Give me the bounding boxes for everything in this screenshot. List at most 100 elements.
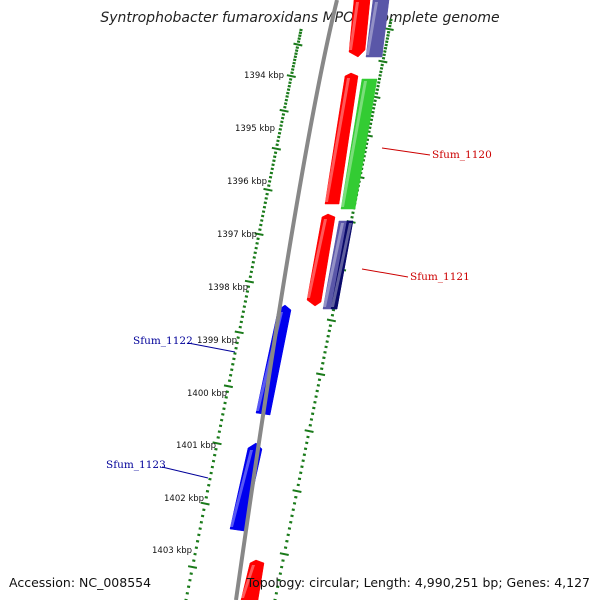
outer-track-minor-tick xyxy=(269,171,274,175)
inner-track-minor-tick xyxy=(323,351,327,354)
outer-track-minor-tick xyxy=(194,546,199,550)
outer-track-major-tick xyxy=(234,330,244,335)
outer-track-minor-tick xyxy=(227,379,232,383)
outer-track-minor-tick xyxy=(288,78,293,81)
outer-track-minor-tick xyxy=(297,37,301,41)
inner-track-minor-tick xyxy=(289,520,293,524)
gene-red-bottom-arrow[interactable] xyxy=(240,559,265,600)
gene-label-sfum-1120[interactable]: Sfum_1120 xyxy=(432,149,492,161)
outer-track-minor-tick xyxy=(290,68,295,71)
inner-track-minor-tick xyxy=(382,53,386,57)
gene-navy-sfum-1121-arrow[interactable] xyxy=(330,220,354,310)
outer-track-minor-tick xyxy=(199,520,204,524)
gene-label-sfum-1122[interactable]: Sfum_1122 xyxy=(133,335,193,347)
inner-track-major-tick xyxy=(326,318,337,323)
accession-text: Accession: NC_008554 xyxy=(9,575,152,590)
outer-track-minor-tick xyxy=(296,40,301,43)
outer-track-minor-tick xyxy=(280,120,284,124)
gene-red-1-arrow[interactable] xyxy=(324,72,359,205)
outer-track-minor-tick xyxy=(214,447,218,451)
inner-track-minor-tick xyxy=(331,308,336,312)
gene-label-sfum-1121[interactable]: Sfum_1121 xyxy=(410,271,470,283)
outer-track-minor-tick xyxy=(192,559,196,562)
gene-red-1-highlight xyxy=(325,78,350,202)
inner-track-minor-tick xyxy=(369,118,374,122)
outer-track-minor-tick xyxy=(264,197,268,200)
inner-track-minor-tick xyxy=(314,395,318,398)
outer-track-minor-tick xyxy=(242,305,247,308)
outer-track-minor-tick xyxy=(298,34,302,38)
inner-track-minor-tick xyxy=(381,56,386,60)
gene-green-sfum-1120-highlight xyxy=(341,81,367,207)
inner-track-minor-tick xyxy=(371,110,375,114)
inner-track-minor-tick xyxy=(379,67,384,70)
outer-track-minor-tick xyxy=(209,471,213,475)
inner-track-minor-tick xyxy=(351,211,355,215)
outer-track-minor-tick xyxy=(207,483,211,487)
inner-track-minor-tick xyxy=(374,92,379,95)
outer-track-minor-tick xyxy=(287,84,291,88)
inner-track-minor-tick xyxy=(350,215,354,219)
outer-track-minor-tick xyxy=(254,246,258,250)
outer-track-major-tick xyxy=(244,279,254,284)
inner-track-minor-tick xyxy=(299,471,303,475)
gene-navy-sfum-1121-highlight xyxy=(331,223,352,307)
leader-line-sfum-1120 xyxy=(381,147,431,156)
outer-track-minor-tick xyxy=(246,285,251,288)
outer-track-minor-tick xyxy=(251,260,256,264)
outer-track-minor-tick xyxy=(224,396,228,399)
inner-track-major-tick xyxy=(304,429,314,433)
outer-track-minor-tick xyxy=(284,98,289,102)
outer-track-minor-tick xyxy=(294,49,299,52)
scale-label-1398: 1398 kbp xyxy=(208,283,248,293)
outer-track-minor-tick xyxy=(267,184,271,187)
gene-red-2-arrow[interactable] xyxy=(306,213,336,307)
gene-purple-top-arrow[interactable] xyxy=(365,0,390,58)
gene-purple-top-highlight xyxy=(366,2,378,55)
gene-green-sfum-1120-arrow[interactable] xyxy=(340,78,378,210)
outer-track-minor-tick xyxy=(259,223,263,227)
inner-track-minor-tick xyxy=(328,324,333,328)
outer-track-minor-tick xyxy=(234,346,238,350)
inner-track-minor-tick xyxy=(378,74,382,77)
scale-label-1394: 1394 kbp xyxy=(244,71,284,81)
outer-track-minor-tick xyxy=(219,418,224,422)
inner-track-minor-tick xyxy=(326,334,330,338)
inner-track-minor-tick xyxy=(302,453,306,457)
inner-track-major-tick xyxy=(292,489,302,493)
outer-track-minor-tick xyxy=(277,135,281,139)
inner-track-minor-tick xyxy=(385,40,389,44)
inner-track-minor-tick xyxy=(383,46,388,50)
outer-track-minor-tick xyxy=(294,52,298,56)
gene-red-top-highlight xyxy=(349,2,359,50)
inner-track-minor-tick xyxy=(300,465,304,469)
outer-track-major-tick xyxy=(212,441,222,446)
outer-track-minor-tick xyxy=(275,143,279,147)
outer-track-major-tick xyxy=(286,74,296,78)
outer-track-minor-tick xyxy=(270,167,274,171)
inner-track-minor-tick xyxy=(311,412,315,416)
inner-track-minor-tick xyxy=(296,483,300,487)
outer-track-minor-tick xyxy=(205,489,210,493)
inner-track-minor-tick xyxy=(312,406,316,410)
leader-line-sfum-1122 xyxy=(187,342,236,353)
outer-track-major-tick xyxy=(293,42,303,47)
outer-track-minor-tick xyxy=(279,124,283,127)
outer-track-minor-tick xyxy=(248,275,253,279)
outer-track-minor-tick xyxy=(260,219,264,222)
scale-label-1395: 1395 kbp xyxy=(235,124,275,134)
outer-track-minor-tick xyxy=(195,539,200,543)
outer-track-major-tick xyxy=(263,187,273,192)
outer-track-minor-tick xyxy=(299,28,303,32)
inner-track-major-tick xyxy=(279,552,289,556)
inner-track-minor-tick xyxy=(281,559,285,562)
outer-track-minor-tick xyxy=(281,113,286,116)
inner-track-minor-tick xyxy=(285,539,289,543)
outer-track-major-tick xyxy=(223,384,233,389)
scale-label-1397: 1397 kbp xyxy=(217,230,257,240)
gene-red-top-arrow[interactable] xyxy=(348,0,371,58)
inner-track-minor-tick xyxy=(316,384,321,387)
gene-label-sfum-1123[interactable]: Sfum_1123 xyxy=(106,459,166,471)
outer-track-minor-tick xyxy=(208,477,212,481)
inner-track-minor-tick xyxy=(327,329,332,333)
